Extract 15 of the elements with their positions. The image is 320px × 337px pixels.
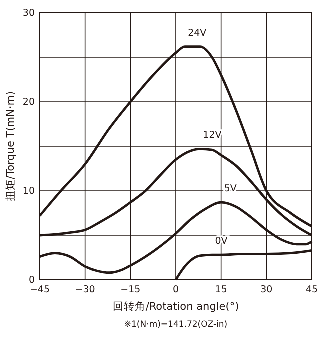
y-tick-label: 10 <box>22 186 35 198</box>
x-tick-label: 0 <box>172 284 180 296</box>
y-tick-label: 20 <box>22 97 35 108</box>
x-tick-label: 30 <box>260 284 273 296</box>
series-label: 24V <box>188 28 208 39</box>
x-tick-label: 15 <box>215 284 228 296</box>
x-tick-label: −15 <box>120 284 141 296</box>
y-axis-title: 扭矩/Torque T(mN·m) <box>5 91 17 202</box>
x-tick-label: 45 <box>306 284 318 296</box>
y-tick-label: 30 <box>22 8 35 20</box>
x-tick-label: −30 <box>75 284 96 296</box>
text: ※1(N·m)=141.72(OZ-in) <box>124 320 228 330</box>
y-tick-label: 0 <box>28 275 35 286</box>
x-axis-title: 回转角/Rotation angle(°) <box>112 301 240 313</box>
x-tick-label: −45 <box>30 284 50 296</box>
